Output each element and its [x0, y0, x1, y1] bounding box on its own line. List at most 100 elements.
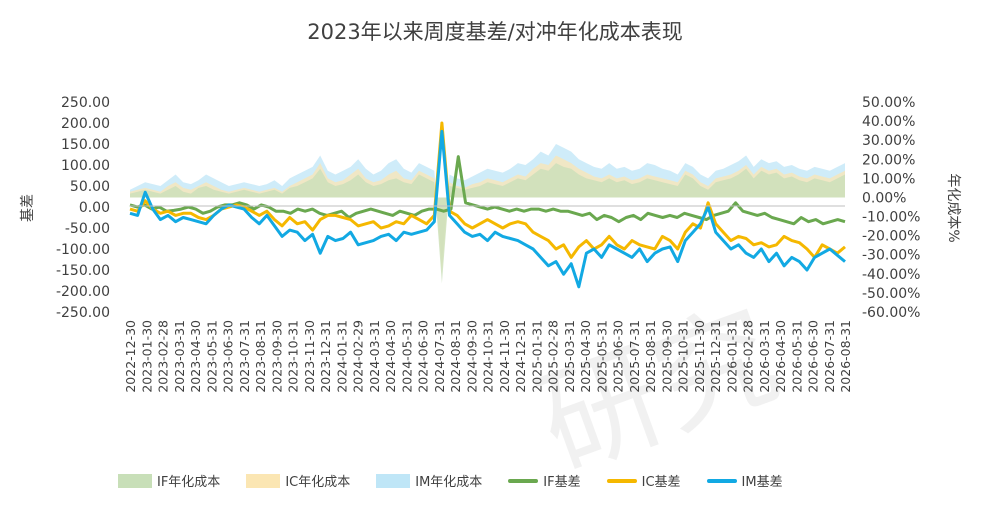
y-tick-label: -250.00	[56, 305, 110, 321]
y-tick-label: 0.00	[79, 200, 110, 216]
y-tick-label: -150.00	[56, 263, 110, 279]
y2-tick-label: 0.00%	[862, 190, 906, 206]
area-series-group	[130, 144, 845, 284]
x-tick-label: 2026-04-30	[773, 320, 788, 393]
y2-tick-label: -30.00%	[862, 248, 920, 264]
x-tick-label: 2025-05-31	[594, 320, 609, 393]
x-tick-label: 2025-07-31	[627, 320, 642, 393]
x-tick-label: 2026-05-31	[789, 320, 804, 393]
x-tick-label: 2025-01-31	[529, 320, 544, 393]
line-im-basis	[129, 129, 846, 289]
x-tick-label: 2024-05-31	[399, 320, 414, 393]
y2-tick-label: -50.00%	[862, 286, 920, 302]
legend-item-im-basis: IM基差	[706, 471, 783, 490]
x-tick-label: 2023-08-31	[253, 320, 268, 393]
y2-axis-label: 年化成本%	[945, 173, 961, 242]
x-tick-label: 2024-04-30	[383, 320, 398, 393]
y-tick-label: -100.00	[56, 242, 110, 258]
x-tick-label: 2026-01-31	[724, 320, 739, 393]
x-tick-label: 2026-07-31	[822, 320, 837, 393]
x-tick-label: 2025-11-30	[692, 320, 707, 393]
x-tick-label: 2024-08-31	[448, 320, 463, 393]
y-axis-ticks: 250.00 200.00 150.00 100.00 50.00 0.00 -50.00 -…	[56, 95, 110, 321]
x-tick-label: 2024-02-29	[351, 320, 366, 393]
legend-item-if-cost: IF年化成本	[118, 471, 220, 490]
legend: IF年化成本 IC年化成本 IM年化成本 IF基差 IC基差 IM基差	[118, 471, 809, 490]
x-tick-label: 2024-06-30	[416, 320, 431, 393]
y2-tick-label: 50.00%	[862, 95, 915, 111]
x-tick-label: 2023-07-31	[237, 320, 252, 393]
legend-label: IC基差	[641, 475, 681, 490]
x-tick-label: 2023-11-30	[302, 320, 317, 393]
legend-swatch	[706, 478, 737, 483]
legend-label: IM年化成本	[415, 475, 483, 490]
x-tick-label: 2024-11-30	[497, 320, 512, 393]
line-ic-basis	[129, 121, 846, 259]
y-tick-label: 100.00	[61, 158, 110, 174]
x-tick-label: 2025-06-30	[611, 320, 626, 393]
legend-item-if-basis: IF基差	[508, 471, 581, 490]
area-if-cost	[130, 163, 845, 284]
x-tick-label: 2025-04-30	[578, 320, 593, 393]
y-axis-label: 基差	[19, 194, 36, 222]
x-tick-label: 2026-08-31	[838, 320, 853, 393]
x-tick-label: 2024-03-31	[367, 320, 382, 393]
y2-tick-label: 10.00%	[862, 171, 915, 187]
x-tick-label: 2025-12-31	[708, 320, 723, 393]
area-im-cost	[130, 144, 845, 265]
y2-axis-ticks: 50.00% 40.00% 30.00% 20.00% 10.00% 0.00% -10.0…	[862, 95, 920, 321]
x-tick-label: 2024-12-31	[513, 320, 528, 393]
legend-swatch	[508, 478, 539, 483]
y2-tick-label: -20.00%	[862, 229, 920, 245]
y-tick-label: -200.00	[56, 284, 110, 300]
x-tick-label: 2026-06-30	[806, 320, 821, 393]
legend-item-im-cost: IM年化成本	[376, 471, 482, 490]
y-tick-label: 50.00	[70, 179, 110, 195]
legend-swatch	[376, 473, 411, 488]
line-series-group	[129, 121, 846, 289]
x-tick-label: 2025-03-31	[562, 320, 577, 393]
x-tick-label: 2023-04-30	[188, 320, 203, 393]
x-tick-label: 2025-02-28	[546, 320, 561, 393]
legend-swatch	[118, 473, 152, 488]
legend-label: IC年化成本	[285, 475, 351, 490]
x-tick-label: 2024-07-31	[432, 320, 447, 393]
y2-tick-label: -40.00%	[862, 267, 920, 283]
x-tick-label: 2023-03-31	[172, 320, 187, 393]
y2-tick-label: -60.00%	[862, 305, 920, 321]
legend-swatch	[246, 473, 281, 488]
x-tick-label: 2023-10-31	[286, 320, 301, 393]
x-tick-label: 2024-01-31	[334, 320, 349, 393]
x-tick-label: 2023-12-31	[318, 320, 333, 393]
legend-label: IF年化成本	[157, 475, 221, 490]
legend-label: IM基差	[741, 475, 783, 490]
x-tick-label: 2023-01-30	[139, 320, 154, 393]
x-tick-label: 2023-06-30	[221, 320, 236, 393]
legend-item-ic-cost: IC年化成本	[246, 471, 350, 490]
chart-title: 2023年以来周度基差/对冲年化成本表现	[307, 20, 683, 44]
x-tick-label: 2025-08-31	[643, 320, 658, 393]
y2-tick-label: 20.00%	[862, 152, 915, 168]
legend-item-ic-basis: IC基差	[606, 471, 681, 490]
legend-swatch	[606, 478, 637, 483]
x-tick-label: 2025-09-30	[659, 320, 674, 393]
legend-label: IF基差	[543, 475, 581, 490]
x-tick-label: 2025-10-31	[676, 320, 691, 393]
x-tick-label: 2023-02-28	[156, 320, 171, 393]
x-tick-label: 2023-09-30	[269, 320, 284, 393]
x-tick-label: 2026-03-31	[757, 320, 772, 393]
y2-tick-label: 30.00%	[862, 133, 915, 149]
y-tick-label: 200.00	[61, 116, 110, 132]
x-tick-label: 2022-12-30	[123, 320, 138, 393]
x-axis-ticks: 2022-12-30 2023-01-30 2023-02-28 2023-03-31…	[123, 320, 853, 393]
y-tick-label: 250.00	[61, 95, 110, 111]
y-tick-label: -50.00	[65, 221, 110, 237]
x-tick-label: 2024-10-31	[481, 320, 496, 393]
y2-tick-label: 40.00%	[862, 114, 915, 130]
y-tick-label: 150.00	[61, 137, 110, 153]
y2-tick-label: -10.00%	[862, 210, 920, 226]
x-tick-label: 2026-02-28	[741, 320, 756, 393]
x-tick-label: 2023-05-31	[204, 320, 219, 393]
x-tick-label: 2024-09-30	[464, 320, 479, 393]
